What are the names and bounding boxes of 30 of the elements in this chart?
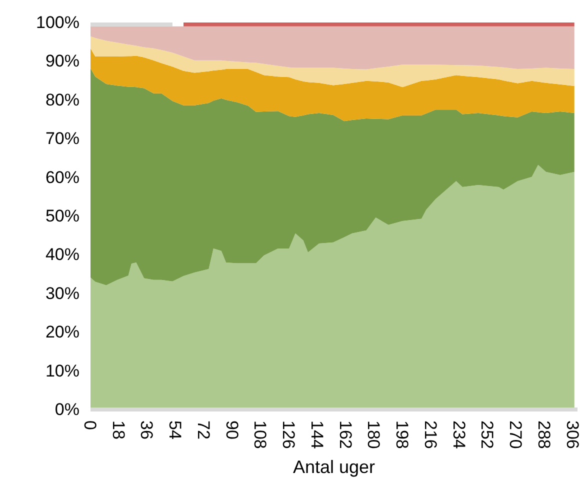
x-tick-label: 108 (250, 420, 270, 449)
x-tick-label: 0 (80, 420, 100, 430)
x-tick-label: 252 (478, 420, 497, 449)
x-tick-label: 162 (336, 420, 355, 449)
y-tick-label: 10% (45, 361, 80, 380)
x-tick-label: 126 (279, 420, 298, 449)
x-tick-label: 270 (506, 420, 526, 449)
x-axis-title: Antal uger (292, 456, 376, 477)
y-tick-label: 40% (45, 245, 80, 264)
y-tick-label: 100% (36, 13, 80, 32)
x-tick-label: 36 (137, 420, 156, 440)
y-tick-label: 60% (45, 168, 80, 187)
y-tick-label: 0% (54, 400, 80, 419)
y-tick-label: 30% (45, 284, 80, 303)
x-tick-label: 216 (420, 420, 440, 449)
x-tick-label: 198 (392, 420, 412, 449)
y-tick-label: 20% (45, 322, 80, 342)
x-tick-label: 306 (562, 420, 581, 449)
x-tick-label: 180 (364, 420, 384, 449)
x-tick-label: 72 (194, 420, 213, 440)
x-tick-label: 288 (534, 420, 554, 449)
x-tick-label: 54 (166, 420, 185, 440)
x-tick-label: 234 (449, 420, 468, 449)
y-tick-label: 80% (45, 90, 80, 110)
x-tick-label: 18 (108, 420, 128, 440)
y-tick-label: 50% (45, 206, 80, 226)
y-tick-label: 90% (45, 52, 80, 71)
x-tick-label: 90 (222, 420, 242, 440)
x-tick-label: 144 (307, 420, 326, 449)
y-tick-label: 70% (45, 129, 80, 148)
